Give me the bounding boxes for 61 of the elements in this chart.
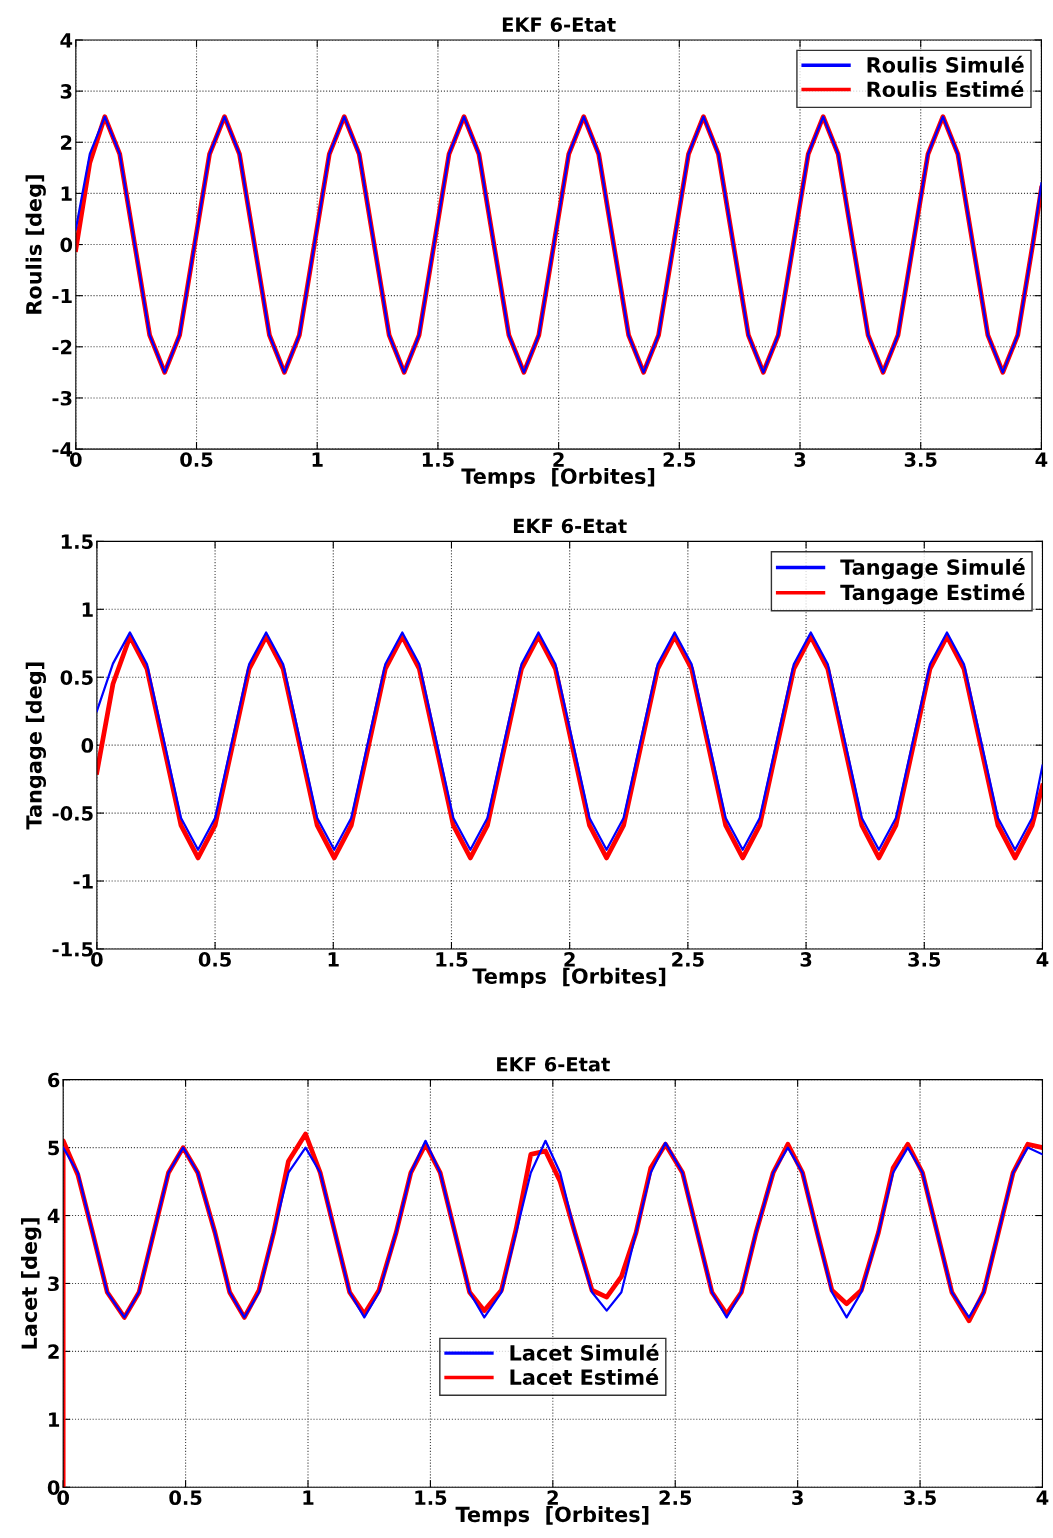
y-tick-label: -1 [52, 288, 72, 304]
x-tick-label: 0.5 [198, 952, 231, 967]
legend-label: Lacet Simulé [510, 1343, 659, 1361]
x-tick-label: 2 [553, 452, 564, 467]
y-tick-label: 1 [61, 186, 72, 201]
x-tick-label: 0.5 [180, 452, 213, 467]
x-tick-label: 4 [1036, 1490, 1049, 1505]
x-tick-label: 0.5 [169, 1490, 202, 1506]
x-tick-label: 1.5 [415, 1490, 447, 1506]
y-tick-label: 2 [61, 135, 72, 150]
x-tick-label: 4 [1036, 952, 1049, 967]
y-axis-title: Lacet [deg] [20, 1218, 42, 1349]
y-tick-label: 0 [60, 237, 73, 253]
x-tick-label: 2.5 [663, 452, 696, 467]
y-tick-label: -1 [73, 874, 93, 889]
y-tick-label: 3 [48, 1276, 59, 1292]
x-tick-label: 3.5 [904, 1490, 936, 1506]
legend-label: Roulis Estimé [867, 80, 1024, 98]
x-axis-title: Temps [Orbites] [461, 467, 655, 489]
x-tick-label: 1.5 [422, 452, 454, 467]
x-tick-label: 1 [303, 1490, 314, 1505]
y-tick-label: 5 [48, 1140, 60, 1156]
x-axis-title: Temps [Orbites] [455, 1506, 649, 1527]
x-tick-label: 1 [312, 452, 323, 467]
y-tick-label: 4 [47, 1208, 60, 1223]
y-tick-label: 0 [81, 738, 94, 753]
y-tick-label: -0.5 [52, 806, 93, 821]
y-tick-label: 4 [60, 33, 73, 48]
y-tick-label: -4 [52, 442, 73, 457]
y-tick-label: 2 [48, 1344, 59, 1359]
y-tick-label: 6 [48, 1072, 60, 1088]
x-tick-label: 4 [1035, 452, 1048, 467]
x-tick-label: 3 [800, 952, 812, 967]
legend-label: Lacet Estimé [510, 1368, 659, 1386]
y-tick-label: 3 [60, 84, 72, 99]
x-tick-label: 3.5 [904, 452, 937, 467]
chart-title: EKF 6-Etat [502, 17, 616, 32]
x-tick-label: 1 [328, 952, 339, 967]
x-tick-label: 3 [792, 1490, 803, 1506]
chart-title: EKF 6-Etat [513, 518, 627, 534]
legend-label: Roulis Simulé [867, 55, 1024, 73]
x-tick-label: 2 [564, 952, 575, 967]
x-tick-label: 3 [794, 452, 806, 467]
x-tick-label: 2.5 [672, 952, 704, 967]
x-tick-label: 2 [547, 1490, 558, 1505]
y-axis-title: Tangage [deg] [25, 662, 47, 830]
y-tick-label: 1.5 [61, 534, 93, 550]
y-tick-label: 0.5 [60, 670, 93, 685]
y-tick-label: 1 [49, 1412, 60, 1427]
chart-title: EKF 6-Etat [497, 1056, 610, 1072]
y-tick-label: 1 [82, 602, 93, 617]
legend-label: Tangage Simulé [840, 558, 1025, 580]
x-tick-label: 2.5 [659, 1490, 692, 1506]
x-tick-label: 1.5 [436, 952, 468, 967]
y-tick-label: -3 [52, 390, 72, 406]
legend-label: Tangage Estimé [840, 583, 1025, 605]
x-tick-label: 3.5 [908, 952, 941, 967]
y-tick-label: -2 [52, 339, 72, 355]
x-axis-title: Temps [Orbites] [472, 967, 666, 988]
y-tick-label: -1.5 [52, 942, 93, 957]
y-axis-title: Roulis [deg] [25, 175, 46, 314]
